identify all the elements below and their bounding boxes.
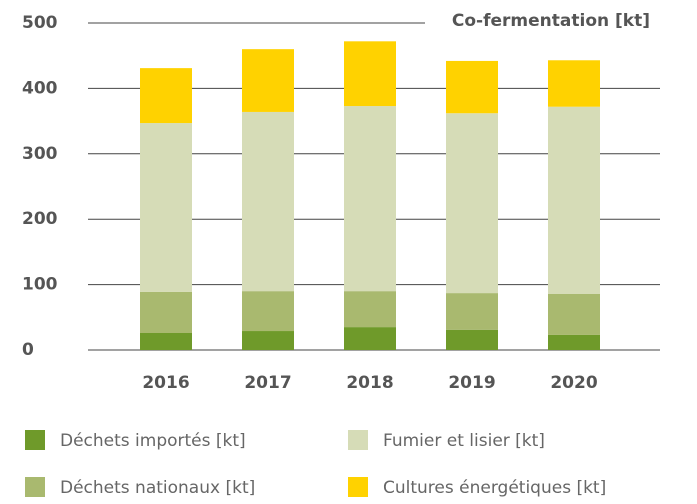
chart-title: Co-fermentation [kt] (452, 11, 650, 31)
bar-segment (548, 334, 600, 350)
y-tick-label: 100 (22, 275, 58, 295)
bar-segment (140, 291, 192, 333)
bar-segment (446, 113, 498, 294)
y-tick-label: 300 (22, 144, 58, 164)
x-tick-label: 2016 (142, 373, 189, 393)
y-tick-label: 400 (22, 78, 58, 98)
bar-segment (344, 327, 396, 350)
bar-segment (242, 49, 294, 112)
legend-label: Déchets nationaux [kt] (60, 478, 255, 498)
bar-segment (140, 68, 192, 124)
x-tick-label: 2019 (448, 373, 495, 393)
bar-segment (446, 60, 498, 114)
legend-swatch (25, 477, 45, 497)
bar-segment (344, 41, 396, 107)
bar-segment (242, 291, 294, 332)
bar-segment (242, 331, 294, 350)
legend-swatch (25, 430, 45, 450)
x-tick-label: 2018 (346, 373, 393, 393)
legend-label: Déchets importés [kt] (60, 431, 246, 451)
y-tick-label: 500 (22, 13, 58, 33)
bar-segment (446, 329, 498, 350)
bar-segment (344, 291, 396, 328)
bar-segment (140, 332, 192, 350)
x-tick-label: 2020 (550, 373, 597, 393)
x-tick-label: 2017 (244, 373, 291, 393)
bar-segment (344, 106, 396, 292)
legend-swatch (348, 430, 368, 450)
bar-segment (242, 111, 294, 292)
bar-segment (446, 293, 498, 330)
legend-label: Fumier et lisier [kt] (383, 431, 545, 451)
y-tick-label: 0 (22, 340, 34, 360)
legend-swatch (348, 477, 368, 497)
legend-label: Cultures énergétiques [kt] (383, 478, 606, 498)
bar-segment (548, 293, 600, 335)
bar-segment (548, 106, 600, 294)
y-tick-label: 200 (22, 209, 58, 229)
bar-segment (140, 123, 192, 292)
bar-segment (548, 60, 600, 107)
